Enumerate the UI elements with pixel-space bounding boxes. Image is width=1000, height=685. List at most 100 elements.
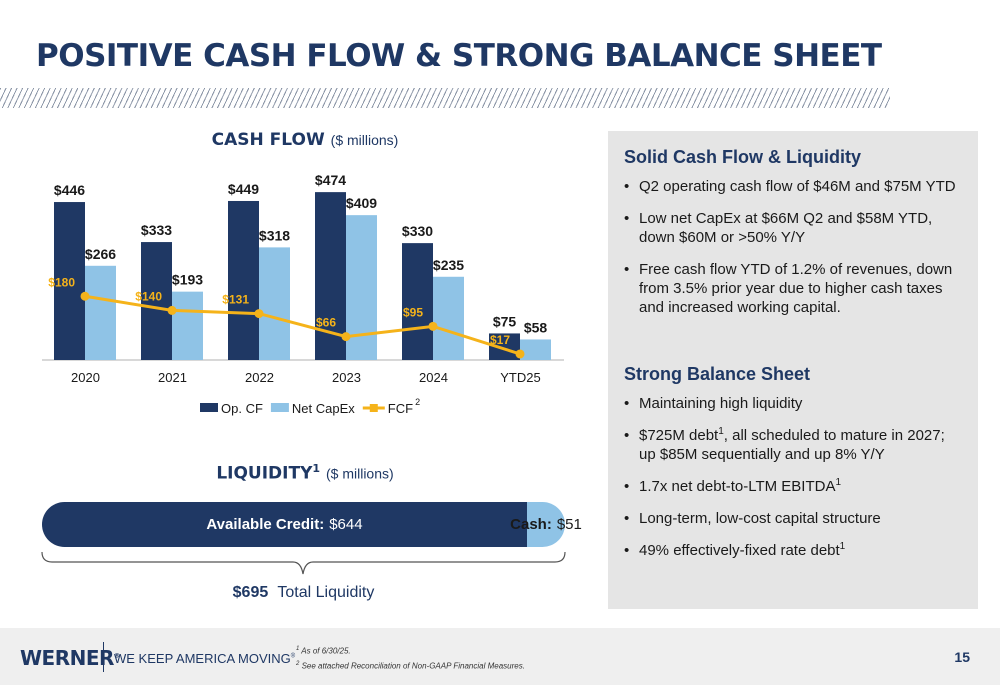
fcf-point bbox=[80, 291, 90, 301]
liquidity-title-text: LIQUIDITY bbox=[216, 463, 313, 484]
cashflow-chart: $446 $266 2020 $333 $193 2021 $449 $318 2022 $474… bbox=[42, 172, 564, 416]
fcf-point bbox=[428, 321, 438, 331]
page-number: 15 bbox=[954, 649, 970, 665]
bar-data-label: $193 bbox=[172, 272, 203, 288]
bar-data-label: $75 bbox=[493, 313, 517, 329]
bar-data-label: $330 bbox=[402, 223, 433, 239]
bar-data-label: $333 bbox=[141, 222, 172, 238]
bar-data-label: $449 bbox=[228, 181, 259, 197]
tagline-text: WE KEEP AMERICA MOVING bbox=[114, 651, 291, 666]
bar-net-capex-2024 bbox=[433, 276, 464, 360]
fcf-data-label: $66 bbox=[316, 316, 336, 330]
footnote-ref: 1 bbox=[718, 426, 724, 437]
fcf-data-label: $140 bbox=[135, 289, 162, 303]
legend-marker bbox=[369, 404, 378, 412]
balance-sheet-bullets: Maintaining high liquidity $725M debt1, … bbox=[624, 394, 964, 573]
bullet-item: Low net CapEx at $66M Q2 and $58M YTD, d… bbox=[624, 209, 964, 247]
cash-label: Cash: bbox=[510, 516, 552, 533]
x-tick-label: YTD25 bbox=[500, 370, 540, 385]
highlights-panel: Solid Cash Flow & Liquidity Q2 operating… bbox=[608, 131, 978, 609]
bullet-item: Maintaining high liquidity bbox=[624, 394, 964, 413]
fcf-data-label: $17 bbox=[490, 333, 510, 347]
bullet-item: Q2 operating cash flow of $46M and $75M … bbox=[624, 177, 964, 196]
cashflow-title-text: CASH FLOW bbox=[211, 130, 325, 150]
section-heading-balance-sheet: Strong Balance Sheet bbox=[624, 364, 811, 384]
bullet-text: Maintaining high liquidity bbox=[639, 395, 803, 412]
bar-data-label: $446 bbox=[54, 182, 85, 198]
footnote-1-marker: 1 bbox=[296, 646, 300, 652]
bullet-item: $725M debt1, all scheduled to mature in … bbox=[624, 426, 964, 464]
footer: WERNER® WE KEEP AMERICA MOVING® 1 As of … bbox=[0, 628, 1000, 685]
bullet-text: Long-term, low-cost capital structure bbox=[639, 510, 881, 527]
liquidity-title: LIQUIDITY1 ($ millions) bbox=[0, 462, 610, 484]
fcf-data-label: $131 bbox=[222, 293, 249, 307]
legend-swatch bbox=[200, 403, 218, 412]
fcf-point bbox=[167, 305, 177, 315]
bar-net-capex-2023 bbox=[346, 215, 377, 360]
bullet-text: 1.7x net debt-to-LTM EBITDA bbox=[639, 478, 836, 495]
liquidity-title-sup: 1 bbox=[312, 462, 321, 475]
x-tick-label: 2021 bbox=[158, 370, 187, 385]
bar-net-capex-2020 bbox=[85, 265, 116, 360]
section-heading-cash-flow: Solid Cash Flow & Liquidity bbox=[624, 147, 861, 167]
x-tick-label: 2022 bbox=[245, 370, 274, 385]
legend-sup: 2 bbox=[415, 397, 420, 407]
footer-divider bbox=[103, 642, 104, 672]
hatch-divider bbox=[0, 88, 890, 108]
total-liquidity-label: Total Liquidity bbox=[277, 584, 375, 601]
bar-op-cf-2020 bbox=[54, 202, 85, 360]
cash-flow-bullets: Q2 operating cash flow of $46M and $75M … bbox=[624, 177, 964, 330]
bar-net-capex-2021 bbox=[172, 291, 203, 360]
footnote-ref: 1 bbox=[835, 477, 842, 488]
bar-data-label: $474 bbox=[315, 172, 346, 188]
tagline-mark: ® bbox=[290, 653, 296, 660]
footnote-2: 2 See attached Reconciliation of Non-GAA… bbox=[296, 658, 525, 673]
bar-data-label: $58 bbox=[524, 319, 548, 335]
legend-label: Net CapEx bbox=[292, 401, 355, 416]
bar-data-label: $266 bbox=[85, 246, 116, 262]
x-tick-label: 2024 bbox=[419, 370, 448, 385]
logo-text: WERNER bbox=[20, 646, 114, 670]
bullet-item: Long-term, low-cost capital structure bbox=[624, 509, 964, 528]
footnote-1-text: As of 6/30/25. bbox=[301, 646, 351, 656]
fcf-point bbox=[341, 332, 351, 342]
werner-logo: WERNER® bbox=[20, 646, 120, 670]
bullet-item: 49% effectively-fixed rate debt1 bbox=[624, 541, 964, 560]
bullet-text: , all scheduled to mature in 2027; bbox=[723, 427, 945, 444]
bar-data-label: $318 bbox=[259, 227, 290, 243]
bullet-text: up $85M sequentially and up 8% Y/Y bbox=[639, 446, 885, 463]
cash-value: $51 bbox=[556, 516, 582, 533]
x-tick-label: 2020 bbox=[71, 370, 100, 385]
page-title: POSITIVE CASH FLOW & STRONG BALANCE SHEE… bbox=[36, 38, 882, 74]
cashflow-chart-title: CASH FLOW ($ millions) bbox=[0, 130, 610, 150]
footnote-2-marker: 2 bbox=[296, 660, 300, 667]
bullet-item: Free cash flow YTD of 1.2% of revenues, … bbox=[624, 260, 964, 317]
total-liquidity: $695 Total Liquidity bbox=[42, 584, 565, 602]
footnote-2-text: See attached Reconciliation of Non-GAAP … bbox=[301, 661, 525, 671]
logo-mark: ® bbox=[113, 652, 120, 660]
footnotes: 1 As of 6/30/25. 2 See attached Reconcil… bbox=[296, 643, 525, 672]
bar-op-cf-2022 bbox=[228, 200, 259, 360]
bullet-text: $725M debt bbox=[639, 427, 719, 444]
tagline: WE KEEP AMERICA MOVING® bbox=[114, 651, 295, 666]
bar-net-capex-ytd25 bbox=[520, 339, 551, 360]
credit-value: $644 bbox=[329, 516, 363, 533]
fcf-data-label: $95 bbox=[403, 305, 423, 319]
legend-label: FCF bbox=[388, 401, 413, 416]
bullet-item: 1.7x net debt-to-LTM EBITDA1 bbox=[624, 477, 964, 496]
liquidity-brace bbox=[41, 552, 566, 575]
bar-op-cf-2024 bbox=[402, 243, 433, 360]
credit-label: Available Credit: bbox=[206, 516, 325, 533]
bar-net-capex-2022 bbox=[259, 247, 290, 360]
fcf-point bbox=[254, 309, 264, 319]
bar-data-label: $235 bbox=[433, 257, 464, 273]
fcf-line bbox=[84, 294, 521, 356]
liquidity-title-unit: ($ millions) bbox=[325, 465, 394, 482]
legend-swatch bbox=[270, 403, 289, 412]
bar-op-cf-2021 bbox=[141, 242, 172, 360]
fcf-point bbox=[515, 349, 525, 359]
x-tick-label: 2023 bbox=[332, 370, 361, 385]
fcf-data-label: $180 bbox=[48, 275, 75, 289]
footnote-1: 1 As of 6/30/25. bbox=[296, 643, 525, 658]
bar-data-label: $409 bbox=[346, 195, 377, 211]
